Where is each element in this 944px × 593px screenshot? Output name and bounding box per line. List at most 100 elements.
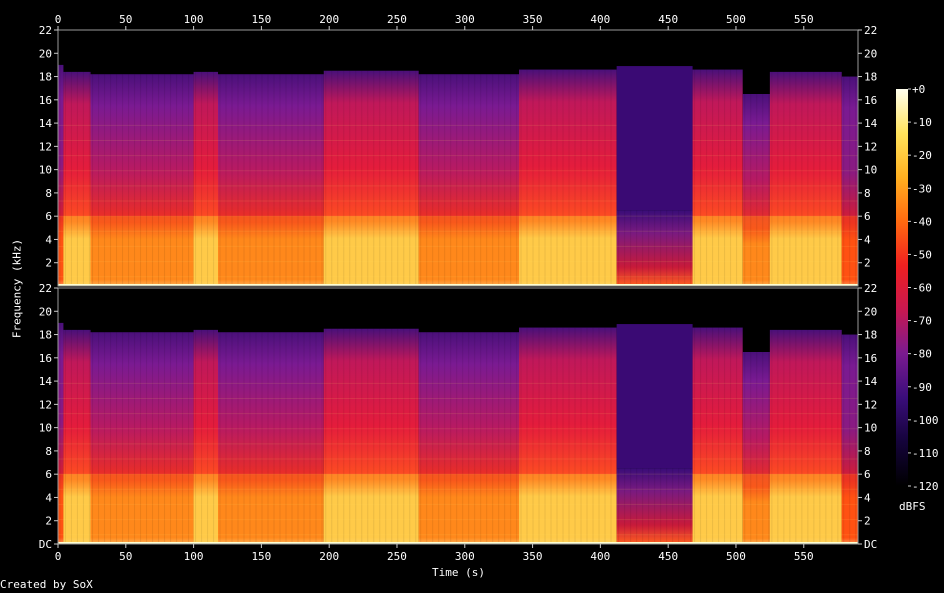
low-band — [769, 216, 842, 286]
colorbar-tick-label: -40 — [912, 215, 932, 228]
colorbar-tick-label: -70 — [912, 315, 932, 328]
spectrogram-quiet-band — [616, 66, 693, 211]
low-band — [63, 216, 91, 286]
x-tick-label: 100 — [184, 13, 204, 26]
y-tick-label: 2 — [45, 257, 52, 270]
y-tick-label: 10 — [864, 164, 877, 177]
low-band — [193, 216, 218, 286]
x-tick-label: 400 — [590, 550, 610, 563]
y-tick-label: 18 — [39, 329, 52, 342]
x-tick-label: 500 — [726, 13, 746, 26]
x-axis-label: Time (s) — [432, 566, 485, 579]
x-tick-label: 50 — [119, 13, 132, 26]
x-tick-label: 300 — [455, 550, 475, 563]
x-tick-label: 100 — [184, 550, 204, 563]
colorbar: +0 -10 -20 -30 -40 -50 -60 -70 -80 -90 -100 -110 -12… — [896, 83, 939, 493]
low-band — [418, 216, 520, 286]
spectrogram-segment — [58, 322, 64, 544]
x-tick-label: 0 — [55, 13, 62, 26]
y-axis-label: Frequency (kHz) — [10, 238, 24, 339]
x-tick-label: 350 — [523, 550, 543, 563]
colorbar-tick-label: -30 — [912, 182, 932, 195]
x-tick-label: 450 — [658, 13, 678, 26]
x-tick-label: 150 — [251, 13, 271, 26]
y-tick-label: 14 — [864, 117, 878, 130]
y-tick-label: 16 — [864, 352, 877, 365]
x-tick-label: 450 — [658, 550, 678, 563]
low-band — [418, 474, 520, 544]
low-band — [742, 474, 770, 544]
y-tick-label: 18 — [39, 71, 52, 84]
low-band — [519, 216, 617, 286]
y-tick-label: 4 — [864, 233, 871, 246]
y-tick-label: 20 — [864, 305, 877, 318]
y-tick-label: DC — [39, 538, 52, 551]
x-tick-label: 200 — [319, 550, 339, 563]
y-tick-label: 8 — [864, 187, 871, 200]
y-tick-label: 8 — [864, 445, 871, 458]
low-band — [218, 216, 324, 286]
y-tick-label: 16 — [39, 352, 52, 365]
y-tick-label: 10 — [39, 164, 52, 177]
y-tick-label: 8 — [45, 187, 52, 200]
y-tick-label: 14 — [864, 375, 878, 388]
low-band — [841, 216, 858, 286]
plot-frame — [57, 287, 859, 545]
y-tick-label: 14 — [39, 117, 53, 130]
colorbar-unit-label: dBFS — [899, 500, 926, 513]
y-tick-label: 22 — [864, 24, 877, 37]
y-tick-label: 18 — [864, 329, 877, 342]
y-tick-label: 10 — [864, 422, 877, 435]
low-band — [90, 216, 194, 286]
y-tick-label: 22 — [39, 24, 52, 37]
y-tick-label: 16 — [864, 94, 877, 107]
low-band — [90, 474, 194, 544]
low-band — [742, 216, 770, 286]
colorbar-tick-label: -120 — [912, 480, 939, 493]
colorbar-tick-label: -90 — [912, 381, 932, 394]
credit-text: Created by SoX — [0, 578, 93, 591]
colorbar-tick-label: -80 — [912, 348, 932, 361]
low-band — [58, 216, 64, 286]
y-tick-label: 2 — [864, 257, 871, 270]
colorbar-tick-label: -10 — [912, 116, 932, 129]
y-tick-label: 4 — [45, 491, 52, 504]
low-band — [769, 474, 842, 544]
colorbar-tick-label: +0 — [912, 83, 925, 96]
y-tick-label: 4 — [864, 491, 871, 504]
y-tick-label: 6 — [45, 210, 52, 223]
y-tick-label: 6 — [45, 468, 52, 481]
x-tick-label: 200 — [319, 13, 339, 26]
y-tick-label: 4 — [45, 233, 52, 246]
y-tick-label: 2 — [45, 515, 52, 528]
y-tick-label: 22 — [39, 282, 52, 295]
spectrogram-quiet-band — [616, 324, 693, 469]
x-tick-label: 250 — [387, 13, 407, 26]
y-tick-label: 20 — [864, 47, 877, 60]
spectrogram-segment — [58, 64, 64, 286]
colorbar-tick-label: -60 — [912, 282, 932, 295]
y-tick-label: 20 — [39, 47, 52, 60]
low-band — [193, 474, 218, 544]
y-tick-label: 6 — [864, 468, 871, 481]
low-band — [692, 474, 743, 544]
low-band — [58, 474, 64, 544]
spectrogram-segment — [616, 210, 693, 286]
y-tick-label: 14 — [39, 375, 53, 388]
y-tick-label: 16 — [39, 94, 52, 107]
low-band — [323, 474, 419, 544]
x-tick-label: 550 — [794, 13, 814, 26]
low-band — [692, 216, 743, 286]
x-tick-label: 500 — [726, 550, 746, 563]
x-tick-label: 250 — [387, 550, 407, 563]
y-tick-label: 12 — [39, 398, 52, 411]
y-tick-label: 20 — [39, 305, 52, 318]
colorbar-tick-label: -100 — [912, 414, 939, 427]
y-tick-label: 10 — [39, 422, 52, 435]
y-tick-label: 22 — [864, 282, 877, 295]
y-tick-label: 12 — [39, 140, 52, 153]
colorbar-tick-label: -20 — [912, 149, 932, 162]
x-tick-label: 300 — [455, 13, 475, 26]
